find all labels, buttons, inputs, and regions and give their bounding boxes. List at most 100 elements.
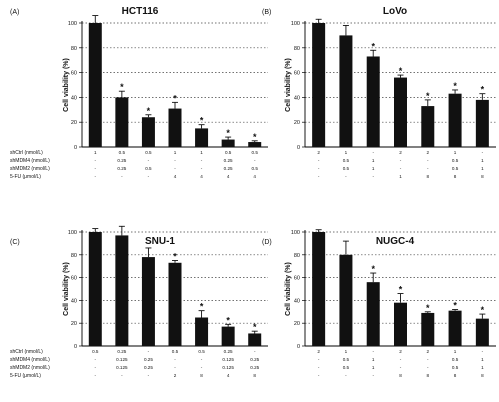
condition-cell: 0.25 [250,357,259,362]
condition-cell: 8 [427,174,430,179]
condition-cell: 1 [94,150,97,155]
y-tick-label: 40 [294,298,300,304]
condition-cell: 8 [200,373,203,378]
condition-cell: - [372,373,374,378]
condition-cell: 0.25 [224,166,233,171]
condition-cell: 4 [227,373,230,378]
chart-title: NUGC-4 [376,236,415,247]
y-tick-label: 60 [294,276,300,282]
condition-cell: - [427,166,429,171]
bar [168,108,182,147]
bar [141,117,155,147]
condition-cell: 1 [481,357,484,362]
bar [339,254,353,346]
condition-cell: 0.125 [222,357,234,362]
condition-cell: 1 [372,166,375,171]
condition-cell: 2 [174,373,177,378]
condition-row-label: 5-FU (μmol/L) [10,373,41,379]
condition-cell: 8 [454,174,457,179]
bar [421,312,435,346]
condition-cell: 1 [345,349,348,354]
condition-cell: 0.25 [117,158,126,163]
bar [248,333,262,346]
condition-cell: - [318,373,320,378]
condition-cell: 4 [200,174,203,179]
y-tick-label: 0 [74,145,77,151]
condition-row-label: shCtrl (nmol/L) [10,349,43,355]
condition-cell: - [427,365,429,370]
bar [448,93,462,147]
condition-cell: 0.5 [343,365,350,370]
condition-cell: - [318,357,320,362]
chart-title: HCT116 [122,6,159,17]
condition-cell: - [121,174,123,179]
bar [475,318,489,346]
y-tick-label: 20 [71,321,77,327]
condition-cell: 0.5 [343,357,350,362]
y-tick-label: 0 [297,145,300,151]
y-tick-label: 100 [291,230,300,236]
condition-cell: - [345,174,347,179]
condition-cell: 0.5 [343,158,350,163]
y-tick-label: 40 [71,95,77,101]
condition-cell: 1 [481,166,484,171]
bar [195,128,209,147]
significance-marker: * [226,315,230,325]
condition-cell: - [372,150,374,155]
condition-cell: 0.25 [144,365,153,370]
chart-panel-1: (A) HCT116 0 20 40 60 80 100 Cell viability (%) *… [10,6,268,180]
bar [448,310,462,346]
condition-cell: - [318,166,320,171]
significance-marker: * [453,301,457,311]
bar [366,282,380,346]
condition-cell: - [148,174,150,179]
y-tick-label: 20 [294,120,300,126]
condition-cell: 1 [481,365,484,370]
chart-panel-2: (B) LoVo 0 20 40 60 80 100 Cell viability (%) * * *… [262,6,496,179]
condition-cell: 0.5 [452,357,459,362]
condition-cell: 4 [227,174,230,179]
bar [394,77,407,147]
condition-cell: 0.5 [145,166,152,171]
bar [421,106,435,147]
panel-label: (B) [262,9,271,16]
condition-cell: 4 [253,174,256,179]
condition-cell: - [427,357,429,362]
condition-cell: 8 [454,373,457,378]
y-tick-label: 100 [291,21,300,27]
condition-cell: 1 [454,349,457,354]
panel-label: (D) [262,239,272,246]
significance-marker: * [173,252,177,262]
condition-cell: - [318,365,320,370]
condition-cell: 0.5 [92,349,99,354]
y-tick-label: 40 [294,95,300,101]
condition-cell: 0.5 [198,349,205,354]
condition-cell: 8 [481,373,484,378]
condition-cell: - [345,373,347,378]
bar [366,56,380,148]
significance-marker: * [371,41,375,51]
significance-marker: * [426,303,430,313]
bar [88,232,102,346]
condition-cell: 1 [174,150,177,155]
condition-cell: 0.25 [250,365,259,370]
condition-cell: 0.5 [145,150,152,155]
condition-cell: 0.5 [452,166,459,171]
bar [168,262,182,346]
bar [221,139,235,147]
chart-title: LoVo [383,6,407,17]
significance-marker: * [173,93,177,103]
condition-row-label: shMDM2 (nmol/L) [10,166,50,172]
condition-row-label: shCtrl (nmol/L) [10,150,43,156]
significance-marker: * [371,264,375,274]
bar [88,23,102,147]
condition-cell: 0.25 [224,158,233,163]
condition-cell: - [148,158,150,163]
y-tick-label: 60 [294,71,300,77]
y-tick-label: 80 [71,253,77,259]
condition-cell: 0.25 [117,166,126,171]
chart-title: SNU-1 [145,236,175,247]
bar [339,35,353,147]
condition-cell: 2 [317,349,320,354]
panel-label: (A) [10,9,19,16]
